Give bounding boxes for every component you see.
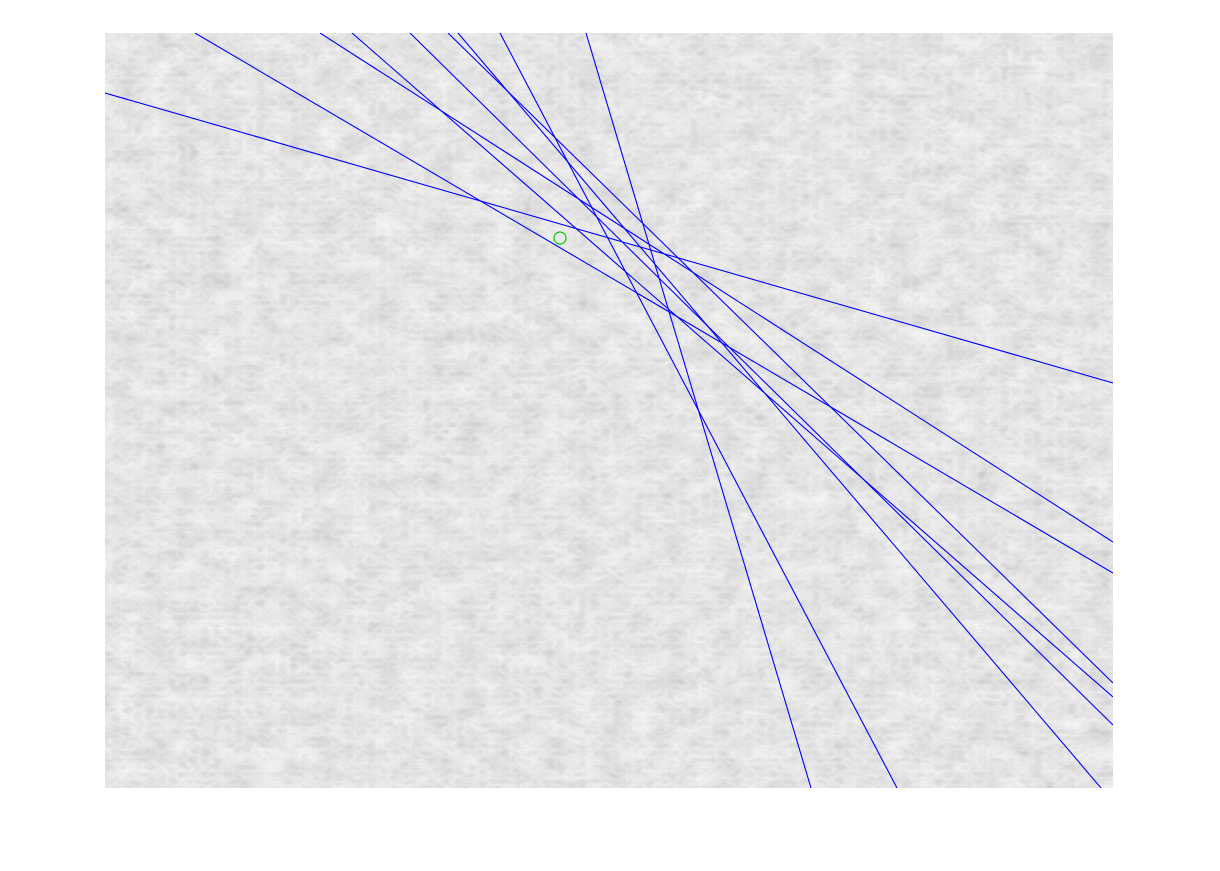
overlay-line (409, 33, 1113, 726)
line-overlay (105, 33, 1113, 788)
marker-circle (553, 231, 567, 245)
overlay-line (105, 92, 1113, 384)
overlay-line (194, 33, 1113, 574)
overlay-line (351, 33, 1113, 698)
texture-photo (105, 33, 1113, 788)
marker-overlay (553, 231, 567, 245)
overlay-line (447, 33, 1113, 684)
overlay-line (457, 33, 1102, 788)
texture-speckle (105, 33, 1113, 788)
overlay-line (585, 33, 812, 788)
overlay-line (319, 33, 1113, 543)
